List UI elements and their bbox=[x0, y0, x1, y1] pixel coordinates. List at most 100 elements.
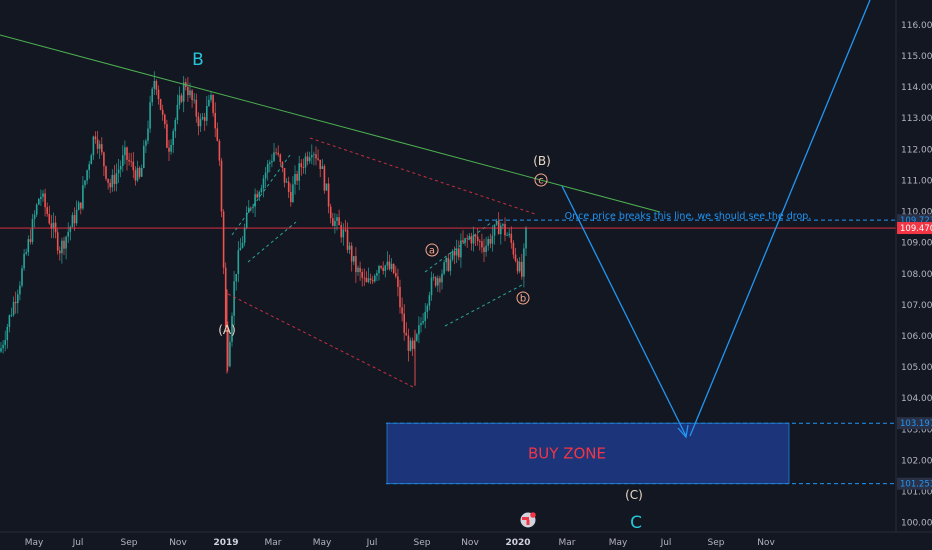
wave-label-c: c bbox=[538, 176, 544, 187]
price-axis[interactable]: 100.000 101.000 102.000 103.000 104.000 105.0… bbox=[895, 0, 932, 532]
candle-body bbox=[40, 196, 42, 199]
candle-body bbox=[46, 207, 48, 214]
candle-body bbox=[208, 99, 210, 106]
channel-a-lower[interactable] bbox=[247, 221, 297, 263]
candle-body bbox=[380, 265, 382, 268]
candle-body bbox=[54, 222, 57, 233]
candle-body bbox=[451, 251, 454, 260]
time-tick-label: Sep bbox=[414, 538, 431, 548]
channel-b-upper[interactable] bbox=[424, 221, 493, 273]
candle-body bbox=[304, 156, 307, 168]
price-tick-label: 104.000 bbox=[901, 394, 932, 404]
wave-label-C: C bbox=[630, 513, 642, 533]
candle-body bbox=[201, 117, 204, 120]
price-tick-label: 103.000 bbox=[901, 425, 932, 435]
candle-body bbox=[411, 340, 414, 349]
candle-body bbox=[420, 323, 422, 326]
candle-body bbox=[224, 267, 227, 327]
candle-body bbox=[25, 252, 27, 254]
candle-body bbox=[128, 159, 130, 162]
candle-body bbox=[258, 192, 261, 198]
candle-body bbox=[195, 99, 198, 117]
price-tick-label: 100.000 bbox=[901, 519, 932, 529]
candle-body bbox=[466, 238, 468, 239]
candle-body bbox=[361, 272, 363, 278]
candle-body bbox=[395, 272, 397, 277]
candle-body bbox=[273, 152, 275, 161]
candle-body bbox=[132, 161, 135, 171]
wave-label-b: b bbox=[520, 294, 526, 305]
time-axis[interactable]: May Jul Sep Nov 2019 Mar May Jul Sep Nov 2020 Mar Ma… bbox=[0, 531, 932, 550]
candle-body bbox=[35, 204, 38, 215]
candle-body bbox=[31, 218, 34, 242]
candle-body bbox=[348, 245, 351, 250]
candle-body bbox=[397, 276, 399, 287]
candle-body bbox=[248, 207, 250, 213]
candle-body bbox=[300, 163, 303, 168]
tradingview-logo-icon[interactable] bbox=[520, 512, 536, 528]
candle-body bbox=[38, 198, 40, 205]
candle-body bbox=[474, 235, 477, 237]
candle-body bbox=[283, 167, 286, 183]
candle-body bbox=[441, 273, 443, 283]
candle-body bbox=[439, 278, 441, 283]
candle-body bbox=[342, 229, 345, 238]
candle-body bbox=[508, 233, 510, 236]
candle-body bbox=[8, 315, 11, 327]
candle-body bbox=[470, 236, 473, 244]
candle-body bbox=[67, 231, 69, 237]
candle-body bbox=[355, 256, 357, 273]
time-tick-label: Jul bbox=[366, 538, 378, 548]
channel-a-upper[interactable] bbox=[231, 154, 291, 236]
price-tick-label: 109.000 bbox=[901, 239, 932, 249]
candle-body bbox=[491, 235, 494, 244]
candle-body bbox=[52, 222, 55, 229]
candle-body bbox=[227, 326, 229, 367]
projection-arrow-down[interactable] bbox=[561, 185, 687, 437]
projection-arrow-up[interactable] bbox=[689, 0, 871, 437]
candle-body bbox=[235, 273, 237, 282]
candle-body bbox=[23, 253, 25, 269]
candle-body bbox=[82, 185, 84, 209]
candle-body bbox=[174, 120, 177, 132]
resistance-trendline[interactable] bbox=[0, 34, 661, 213]
candle-body bbox=[109, 182, 111, 188]
candle-body bbox=[65, 236, 67, 249]
candle-body bbox=[371, 279, 374, 282]
candle-body bbox=[96, 139, 99, 149]
candles bbox=[0, 71, 527, 386]
channel-lower-red[interactable] bbox=[227, 293, 416, 389]
price-tick-label: 112.000 bbox=[901, 145, 932, 155]
candle-body bbox=[256, 194, 258, 198]
time-tick-label: Jul bbox=[660, 538, 672, 548]
candle-body bbox=[111, 174, 114, 188]
candle-body bbox=[325, 183, 328, 191]
candle-body bbox=[502, 224, 504, 226]
candle-body bbox=[317, 158, 319, 160]
candle-body bbox=[191, 90, 193, 101]
candle-body bbox=[460, 240, 462, 258]
candle-body bbox=[447, 257, 450, 271]
candle-body bbox=[432, 277, 435, 279]
candle-body bbox=[239, 247, 242, 251]
candle-body bbox=[126, 147, 128, 160]
candle-body bbox=[94, 136, 97, 140]
candle-body bbox=[218, 140, 221, 161]
buy-zone-box[interactable] bbox=[386, 422, 790, 485]
candle-body bbox=[101, 144, 103, 153]
channel-b-lower[interactable] bbox=[444, 284, 523, 327]
buy-zone[interactable]: BUY ZONE bbox=[386, 422, 790, 485]
candle-body bbox=[279, 154, 282, 162]
candle-body bbox=[462, 240, 464, 243]
candle-body bbox=[384, 265, 387, 271]
candle-body bbox=[386, 261, 389, 266]
candle-body bbox=[172, 131, 174, 145]
candle-body bbox=[10, 314, 13, 316]
candle-body bbox=[292, 184, 294, 203]
candle-body bbox=[63, 240, 65, 249]
candle-body bbox=[367, 278, 370, 283]
price-tick-label: 102.000 bbox=[901, 456, 932, 466]
candle-body bbox=[73, 215, 76, 224]
candle-body bbox=[145, 140, 147, 146]
